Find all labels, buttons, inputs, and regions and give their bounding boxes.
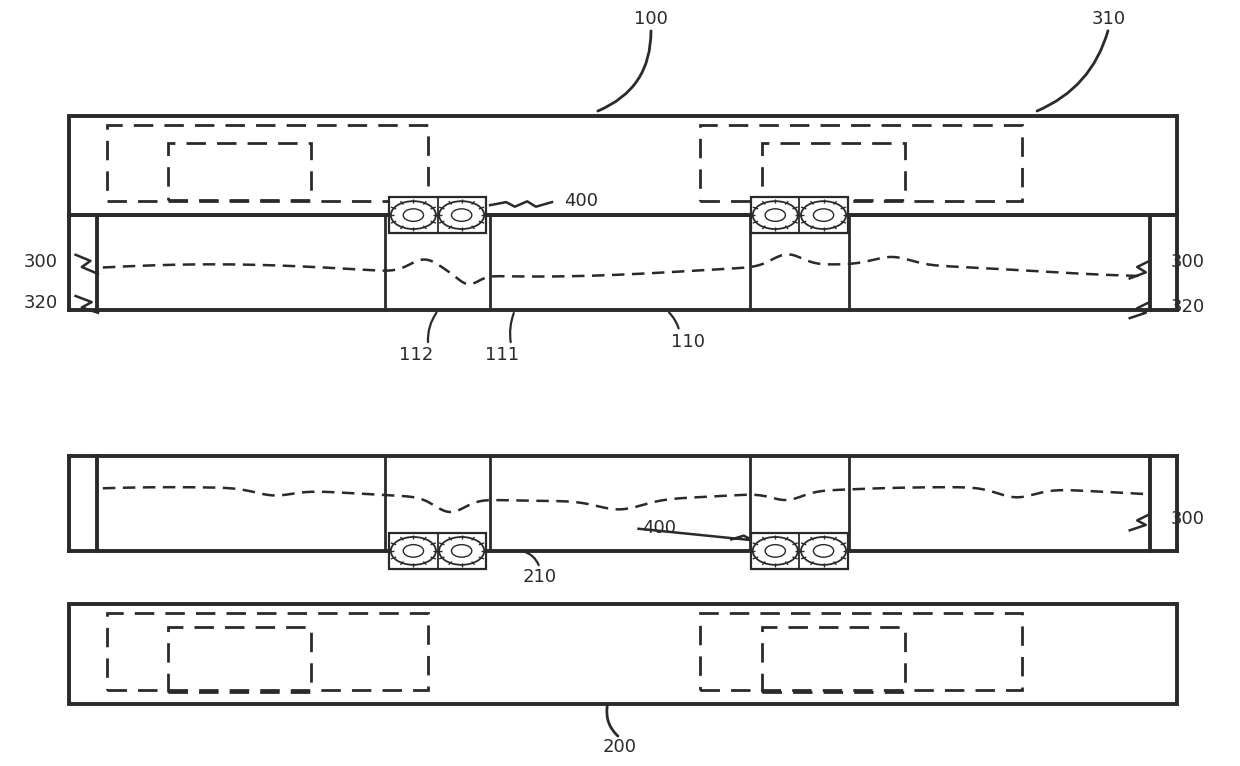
Circle shape bbox=[801, 537, 846, 565]
Bar bbox=[107, 125, 428, 201]
Text: 200: 200 bbox=[603, 738, 637, 756]
Bar bbox=[701, 125, 1022, 201]
Bar bbox=[69, 604, 1177, 703]
Text: 400: 400 bbox=[642, 519, 676, 537]
Bar bbox=[389, 197, 486, 234]
Text: 210: 210 bbox=[522, 568, 557, 586]
Bar bbox=[763, 627, 904, 692]
Bar bbox=[169, 627, 311, 692]
Circle shape bbox=[801, 201, 846, 229]
Text: 300: 300 bbox=[24, 254, 57, 271]
Circle shape bbox=[391, 537, 436, 565]
Bar bbox=[751, 532, 848, 569]
Bar bbox=[69, 116, 1177, 215]
Bar bbox=[389, 532, 486, 569]
Bar bbox=[107, 614, 428, 690]
Bar bbox=[701, 614, 1022, 690]
Text: 110: 110 bbox=[671, 333, 706, 352]
Circle shape bbox=[391, 201, 436, 229]
Text: 310: 310 bbox=[1091, 10, 1126, 28]
Circle shape bbox=[439, 537, 484, 565]
Text: 400: 400 bbox=[564, 192, 599, 211]
Text: 320: 320 bbox=[24, 294, 58, 312]
Circle shape bbox=[753, 201, 797, 229]
Text: 300: 300 bbox=[1171, 254, 1204, 271]
Bar bbox=[751, 197, 848, 234]
Text: 100: 100 bbox=[634, 10, 668, 28]
Text: 112: 112 bbox=[399, 346, 433, 365]
Bar bbox=[169, 142, 311, 200]
Text: 300: 300 bbox=[1171, 510, 1204, 528]
Text: 320: 320 bbox=[1171, 298, 1205, 316]
Circle shape bbox=[753, 537, 797, 565]
Bar bbox=[763, 142, 904, 200]
Text: 111: 111 bbox=[485, 346, 520, 365]
Circle shape bbox=[439, 201, 484, 229]
